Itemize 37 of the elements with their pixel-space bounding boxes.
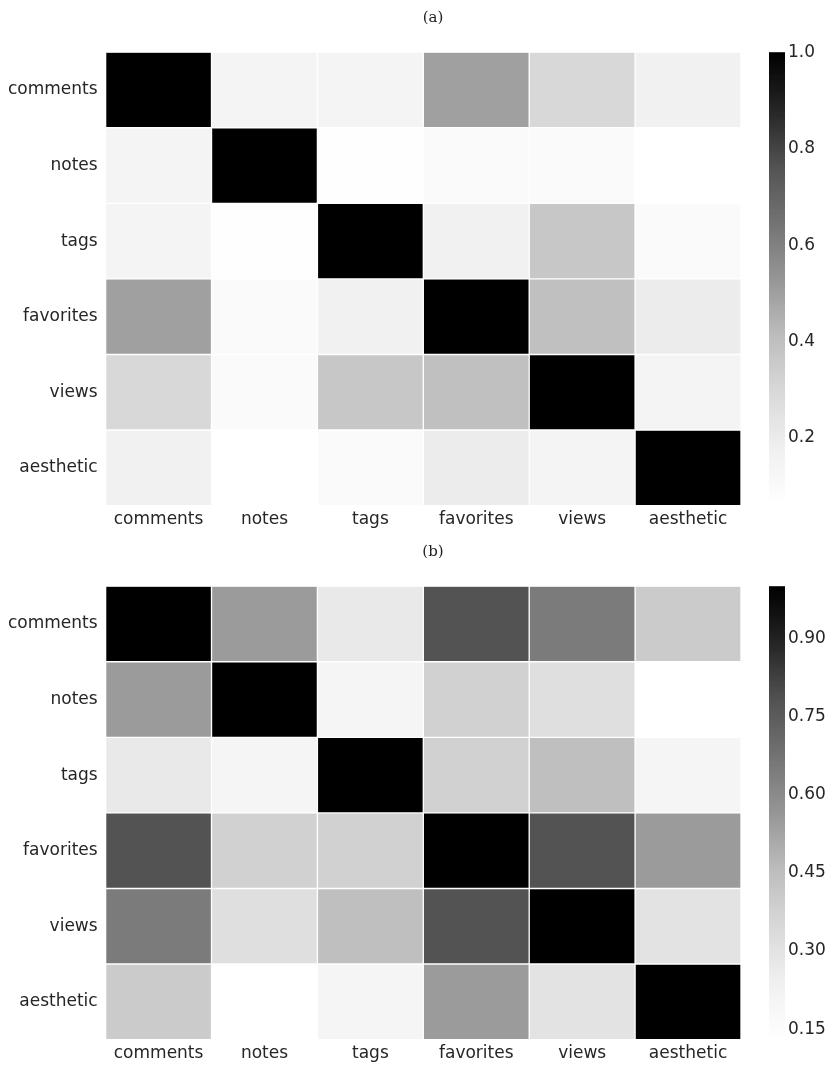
color-bar-label: 0.15 xyxy=(788,1017,826,1038)
x-tick-label: notes xyxy=(240,1042,289,1063)
y-tick-label: notes xyxy=(50,687,98,708)
x-tick-label: aesthetic xyxy=(648,508,728,529)
y-tick-label: tags xyxy=(60,763,98,784)
y-tick-label: favorites xyxy=(23,839,98,860)
x-tick-label: favorites xyxy=(438,508,514,529)
x-tick-label: notes xyxy=(240,508,289,529)
color-bar-label: 0.8 xyxy=(788,137,816,158)
chart-title: (b) xyxy=(421,541,445,562)
color-bar-label: 0.6 xyxy=(788,233,816,254)
x-tick-label: comments xyxy=(113,1042,204,1063)
color-bar-label: 0.60 xyxy=(788,783,826,804)
y-tick-label: tags xyxy=(60,229,98,250)
y-tick-label: favorites xyxy=(23,305,98,326)
x-tick-label: tags xyxy=(352,1042,389,1063)
x-tick-label: tags xyxy=(352,508,389,529)
chart-title: (a) xyxy=(421,7,445,28)
y-tick-label: views xyxy=(49,914,98,935)
color-bar-label: 0.2 xyxy=(788,426,816,447)
color-bar-label: 0.45 xyxy=(788,861,826,882)
y-tick-label: comments xyxy=(8,78,98,99)
color-bar-label: 0.30 xyxy=(788,939,826,960)
y-tick-label: comments xyxy=(8,612,98,633)
color-bar-label: 1.0 xyxy=(788,40,816,61)
y-tick-label: notes xyxy=(50,153,98,174)
x-tick-label: aesthetic xyxy=(648,1042,728,1063)
color-bar-label: 0.90 xyxy=(788,626,826,647)
x-tick-label: views xyxy=(558,508,607,529)
x-tick-label: comments xyxy=(113,508,204,529)
x-tick-label: favorites xyxy=(438,1042,514,1063)
color-bar-label: 0.75 xyxy=(788,704,826,725)
x-tick-label: views xyxy=(558,1042,607,1063)
y-tick-label: aesthetic xyxy=(19,456,98,477)
y-tick-label: views xyxy=(49,380,98,401)
color-bar-label: 0.4 xyxy=(788,330,816,351)
y-tick-label: aesthetic xyxy=(19,990,98,1011)
